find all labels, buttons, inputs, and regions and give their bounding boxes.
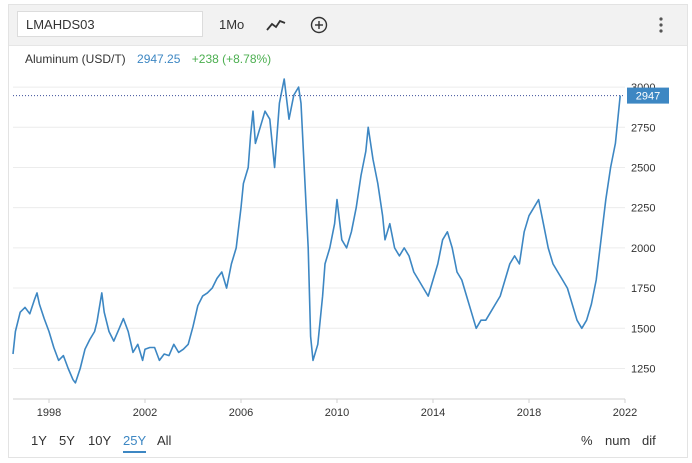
range-1y-button[interactable]: 1Y bbox=[31, 433, 47, 448]
mode-dif-button[interactable]: dif bbox=[642, 433, 656, 448]
y-tick-label: 1750 bbox=[631, 283, 655, 295]
y-tick-label: 2000 bbox=[631, 243, 655, 255]
symbol-input[interactable] bbox=[17, 11, 203, 37]
x-tick-label: 2022 bbox=[613, 407, 637, 419]
mode-percent-button[interactable]: % bbox=[581, 433, 593, 448]
series-name: Aluminum (USD/T) bbox=[25, 52, 126, 66]
y-tick-label: 1250 bbox=[631, 363, 655, 375]
range-25y-button[interactable]: 25Y bbox=[123, 431, 147, 453]
price-chart[interactable]: 1250150017502000225025002750300019982002… bbox=[9, 5, 687, 457]
y-tick-label: 2750 bbox=[631, 122, 655, 134]
chart-footer: 1Y 5Y 10Y 25Y All % num dif bbox=[9, 427, 687, 457]
range-5y-button[interactable]: 5Y bbox=[59, 433, 75, 448]
line-chart-icon[interactable] bbox=[264, 13, 288, 37]
x-tick-label: 2010 bbox=[325, 407, 349, 419]
more-vertical-icon[interactable] bbox=[649, 13, 673, 37]
last-price-label: 2947 bbox=[636, 91, 660, 103]
y-tick-label: 2500 bbox=[631, 162, 655, 174]
plus-circle-icon[interactable] bbox=[307, 13, 331, 37]
series-price: 2947.25 bbox=[137, 52, 181, 66]
chart-legend: Aluminum (USD/T) 2947.25 +238 (+8.78%) bbox=[25, 52, 271, 66]
chart-widget: 1Mo Aluminum (USD/T) 2947.25 +238 (+8.78… bbox=[8, 4, 688, 458]
chart-toolbar: 1Mo bbox=[9, 5, 687, 46]
x-tick-label: 2018 bbox=[517, 407, 541, 419]
interval-button[interactable]: 1Mo bbox=[219, 17, 245, 32]
x-tick-label: 2014 bbox=[421, 407, 445, 419]
range-all-button[interactable]: All bbox=[157, 433, 172, 448]
last-price-badge bbox=[627, 87, 669, 104]
mode-num-button[interactable]: num bbox=[605, 433, 631, 448]
price-line bbox=[12, 78, 621, 384]
range-10y-button[interactable]: 10Y bbox=[88, 433, 112, 448]
x-tick-label: 1998 bbox=[37, 407, 61, 419]
x-tick-label: 2002 bbox=[133, 407, 157, 419]
x-tick-label: 2006 bbox=[229, 407, 253, 419]
y-tick-label: 2250 bbox=[631, 203, 655, 215]
y-tick-label: 1500 bbox=[631, 323, 655, 335]
series-change: +238 (+8.78%) bbox=[191, 52, 272, 66]
